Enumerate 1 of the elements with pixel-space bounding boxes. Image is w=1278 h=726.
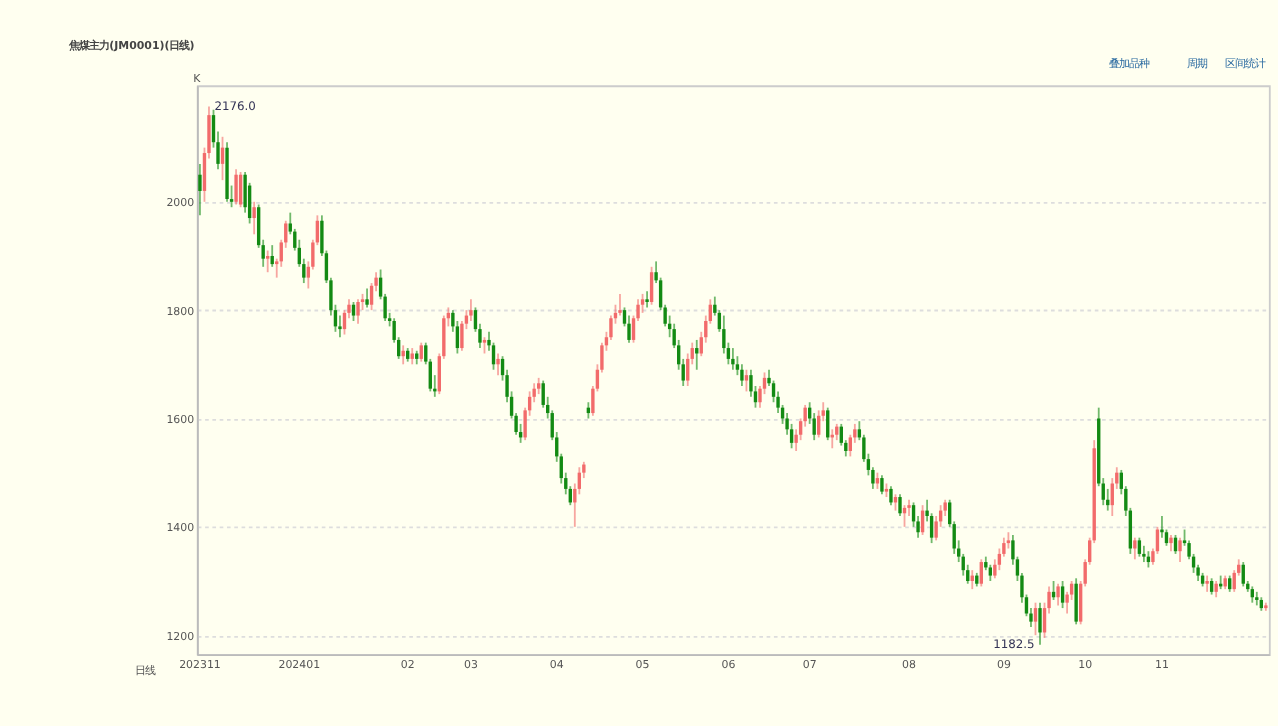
candlestick [1006,531,1011,550]
